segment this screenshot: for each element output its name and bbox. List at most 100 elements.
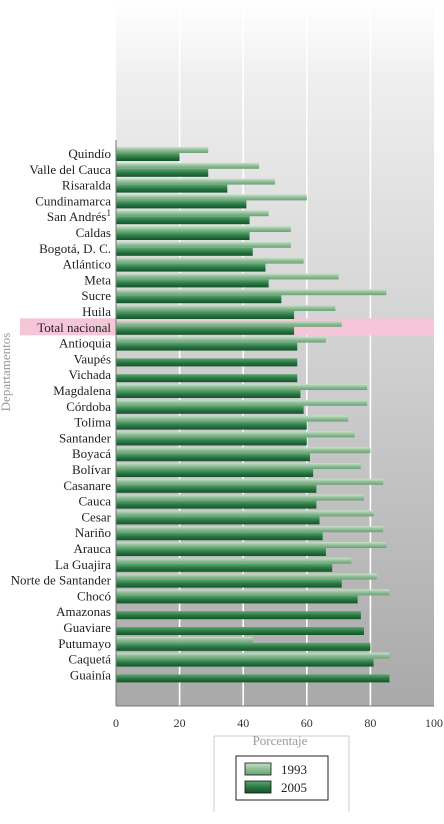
bar-2005-tolima	[116, 421, 307, 430]
category-label-guaviare: Guaviare	[63, 620, 111, 635]
category-label-magdalena: Magdalena	[53, 383, 111, 398]
bar-1993-san-andres	[116, 210, 269, 217]
bar-2005-guainia	[116, 674, 390, 683]
legend-swatch-2005	[244, 780, 272, 794]
bar-1993-cundinamarca	[116, 194, 307, 201]
bar-2005-boyaca	[116, 453, 310, 462]
bar-1993-valle-del-cauca	[116, 162, 260, 169]
category-label-vichada: Vichada	[68, 367, 111, 382]
bar-2005-casanare	[116, 484, 317, 493]
plot-background	[116, 0, 434, 706]
bar-2005-vaupes	[116, 358, 298, 367]
bar-1993-antioquia	[116, 336, 326, 343]
bar-2005-arauca	[116, 548, 326, 556]
bar-2005-vichada	[116, 374, 298, 383]
bar-1993-narino	[116, 526, 384, 533]
bar-1993-cauca	[116, 494, 365, 501]
category-label-cundinamarca: Cundinamarca	[35, 193, 111, 208]
bar-2005-choco	[116, 595, 358, 604]
x-tick-60: 60	[301, 716, 313, 730]
bar-2005-norte-de-santander	[116, 579, 342, 588]
bar-1993-total-nacional	[116, 320, 342, 327]
category-label-meta: Meta	[84, 272, 111, 287]
bar-1993-norte-de-santander	[116, 573, 377, 580]
legend-label-1993: 1993	[281, 762, 307, 777]
category-label-guainia: Guainía	[70, 667, 111, 682]
y-axis-title: Departamentos	[0, 333, 13, 412]
category-label-tolima: Tolima	[74, 415, 111, 430]
bar-1993-putumayo	[116, 636, 253, 643]
bar-2005-total-nacional	[116, 326, 295, 335]
category-label-valle-del-cauca: Valle del Cauca	[29, 162, 111, 177]
x-tick-80: 80	[364, 716, 376, 730]
bar-2005-santander	[116, 437, 307, 446]
x-tick-labels: 0 20 40 60 80 100	[113, 716, 443, 730]
x-tick-20: 20	[174, 716, 186, 730]
x-axis-title: Porcentaje	[253, 733, 308, 748]
category-label-caqueta: Caquetá	[68, 652, 111, 667]
bar-2005-san-andres	[116, 216, 250, 225]
bar-1993-caqueta	[116, 652, 390, 659]
category-label-cordoba: Córdoba	[66, 399, 111, 414]
category-label-risaralda: Risaralda	[62, 178, 111, 193]
bar-2005-cordoba	[116, 405, 304, 414]
bar-1993-cordoba	[116, 399, 368, 406]
bar-2005-cesar	[116, 516, 320, 525]
category-label-norte-de-santander: Norte de Santander	[11, 573, 112, 588]
bars	[116, 147, 390, 683]
bar-2005-quindio	[116, 153, 180, 161]
bar-1993-sucre	[116, 289, 387, 296]
bar-1993-choco	[116, 589, 390, 596]
bar-1993-meta	[116, 273, 339, 280]
bar-2005-bolivar	[116, 469, 314, 477]
legend: 1993 2005	[235, 755, 329, 801]
bar-2005-cauca	[116, 500, 317, 509]
category-label-san-andres: San Andrés1	[47, 208, 111, 224]
bar-2005-risaralda	[116, 184, 228, 193]
bar-2005-la-guajira	[116, 563, 333, 572]
category-label-quindio: Quindío	[68, 146, 111, 161]
bar-1993-atlantico	[116, 257, 304, 264]
bar-1993-risaralda	[116, 178, 275, 185]
category-label-caldas: Caldas	[76, 225, 111, 240]
bar-2005-meta	[116, 279, 269, 288]
bar-1993-boyaca	[116, 447, 371, 454]
x-tick-40: 40	[237, 716, 249, 730]
bar-1993-huila	[116, 305, 336, 311]
bar-2005-huila	[116, 311, 295, 319]
category-label-arauca: Arauca	[73, 541, 111, 556]
bar-2005-bogota-d-c	[116, 247, 253, 256]
bar-1993-tolima	[116, 415, 349, 422]
bar-2005-putumayo	[116, 642, 371, 651]
bar-1993-magdalena	[116, 384, 368, 390]
legend-label-2005: 2005	[281, 780, 307, 795]
x-tick-100: 100	[425, 716, 443, 730]
bar-2005-valle-del-cauca	[116, 168, 209, 177]
bar-2005-narino	[116, 532, 323, 541]
bar-1993-arauca	[116, 542, 387, 548]
bar-1993-casanare	[116, 478, 384, 485]
bar-1993-santander	[116, 431, 355, 438]
category-label-cauca: Cauca	[79, 494, 112, 509]
category-label-amazonas: Amazonas	[56, 604, 111, 619]
grid-lines	[178, 0, 372, 706]
category-label-narino: Nariño	[75, 525, 111, 540]
bar-2005-sucre	[116, 295, 282, 304]
category-label-bolivar: Bolívar	[72, 462, 112, 477]
category-label-total-nacional: Total nacional	[37, 320, 111, 335]
category-label-santander: Santander	[59, 430, 112, 445]
bar-1993-bolivar	[116, 463, 361, 469]
bar-2005-cundinamarca	[116, 200, 247, 209]
category-label-atlantico: Atlántico	[63, 257, 111, 272]
bar-2005-magdalena	[116, 390, 301, 398]
category-label-huila: Huila	[82, 304, 111, 319]
bar-2005-caqueta	[116, 658, 374, 667]
legend-swatch-1993	[244, 762, 272, 776]
bar-2005-amazonas	[116, 611, 361, 620]
category-label-sucre: Sucre	[81, 288, 111, 303]
category-label-bogota-d-c: Bogotá, D. C.	[39, 241, 111, 256]
category-label-antioquia: Antioquia	[59, 336, 111, 351]
bar-2005-atlantico	[116, 263, 266, 272]
bar-1993-quindio	[116, 147, 209, 153]
